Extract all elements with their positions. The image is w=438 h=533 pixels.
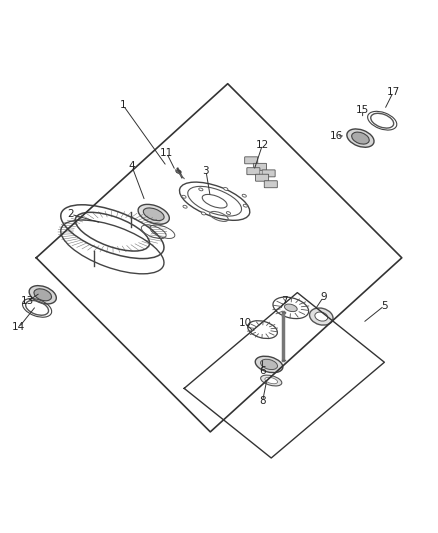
Ellipse shape xyxy=(284,304,297,312)
Ellipse shape xyxy=(138,204,170,224)
Ellipse shape xyxy=(34,289,52,301)
Text: 16: 16 xyxy=(330,131,343,141)
Text: 9: 9 xyxy=(320,292,327,302)
Text: 7: 7 xyxy=(281,296,288,306)
FancyBboxPatch shape xyxy=(253,163,266,171)
Ellipse shape xyxy=(176,170,181,173)
Ellipse shape xyxy=(261,375,282,386)
Ellipse shape xyxy=(261,359,278,369)
Text: 15: 15 xyxy=(356,105,369,115)
Text: 17: 17 xyxy=(386,87,400,98)
Ellipse shape xyxy=(255,356,283,373)
FancyBboxPatch shape xyxy=(245,157,258,164)
FancyBboxPatch shape xyxy=(264,181,277,188)
Ellipse shape xyxy=(143,208,164,221)
Ellipse shape xyxy=(352,132,369,144)
Text: 5: 5 xyxy=(381,301,388,311)
Text: 4: 4 xyxy=(129,161,135,172)
Ellipse shape xyxy=(182,195,186,198)
Text: 1: 1 xyxy=(120,100,127,110)
Text: 10: 10 xyxy=(239,318,252,328)
Ellipse shape xyxy=(265,377,278,384)
Text: 14: 14 xyxy=(12,322,25,333)
FancyBboxPatch shape xyxy=(255,174,268,181)
Text: 13: 13 xyxy=(21,296,34,306)
Ellipse shape xyxy=(201,212,205,215)
FancyBboxPatch shape xyxy=(262,170,275,177)
Ellipse shape xyxy=(29,286,57,304)
Ellipse shape xyxy=(199,188,203,191)
Text: 11: 11 xyxy=(160,148,173,158)
Text: 3: 3 xyxy=(203,166,209,176)
Text: 2: 2 xyxy=(68,209,74,219)
Ellipse shape xyxy=(224,188,228,190)
FancyBboxPatch shape xyxy=(247,168,260,175)
Text: 8: 8 xyxy=(259,397,266,407)
Ellipse shape xyxy=(242,194,246,197)
Ellipse shape xyxy=(226,212,230,214)
Ellipse shape xyxy=(315,312,328,321)
Ellipse shape xyxy=(243,204,247,207)
Ellipse shape xyxy=(347,129,374,147)
Ellipse shape xyxy=(183,205,187,208)
Text: 12: 12 xyxy=(256,140,269,150)
Text: 6: 6 xyxy=(259,366,266,376)
Ellipse shape xyxy=(310,308,333,325)
